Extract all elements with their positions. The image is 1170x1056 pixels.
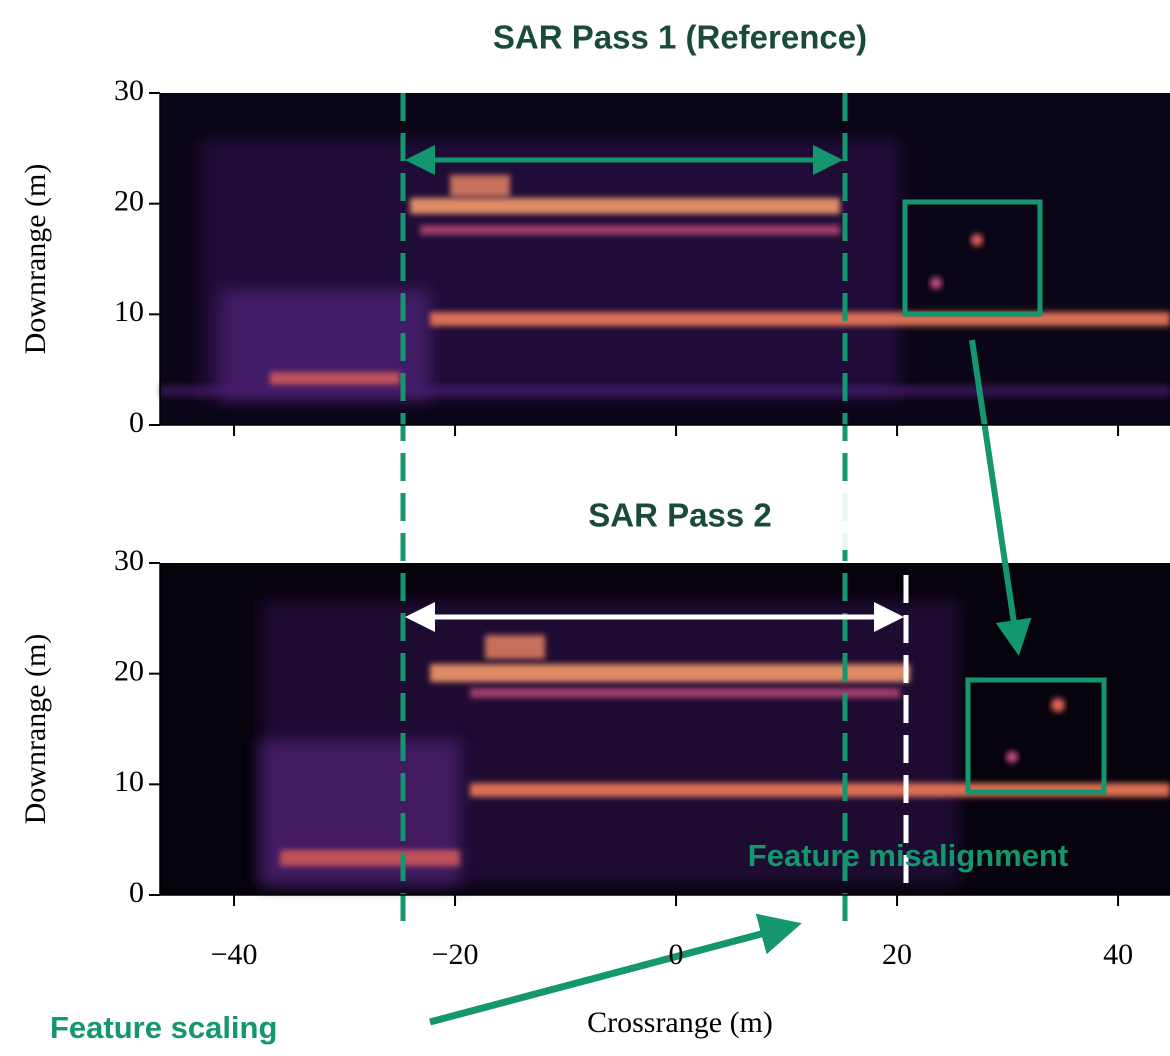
- y-tick-label: 0: [129, 876, 144, 909]
- panel-title: SAR Pass 2: [588, 497, 771, 534]
- x-tick-label: −20: [432, 938, 479, 971]
- x-tick-label: 20: [882, 938, 912, 971]
- panel-title: SAR Pass 1 (Reference): [493, 19, 867, 56]
- y-tick-label: 0: [129, 406, 144, 439]
- sar-image-1: [160, 93, 1170, 425]
- y-tick-label: 30: [114, 544, 144, 577]
- title-backdrop: [410, 488, 940, 550]
- pointer-arrow: [969, 339, 1032, 656]
- y-tick-label: 10: [114, 295, 144, 328]
- x-axis-label: Crossrange (m): [587, 1006, 773, 1039]
- annotation: Feature misalignment: [748, 838, 1068, 873]
- feature-box: [965, 677, 1107, 795]
- y-axis-label: Downrange (m): [19, 164, 52, 355]
- y-tick-label: 30: [114, 74, 144, 107]
- x-tick-label: −40: [211, 938, 258, 971]
- x-tick-label: 0: [669, 938, 684, 971]
- pointer-arrow: [429, 913, 802, 1026]
- x-tick-label: 40: [1103, 938, 1133, 971]
- y-tick-label: 10: [114, 765, 144, 798]
- y-tick-label: 20: [114, 655, 144, 688]
- y-tick-label: 20: [114, 185, 144, 218]
- y-axis-label: Downrange (m): [19, 634, 52, 825]
- annotation: Feature scaling: [50, 1010, 277, 1045]
- feature-box: [902, 199, 1043, 317]
